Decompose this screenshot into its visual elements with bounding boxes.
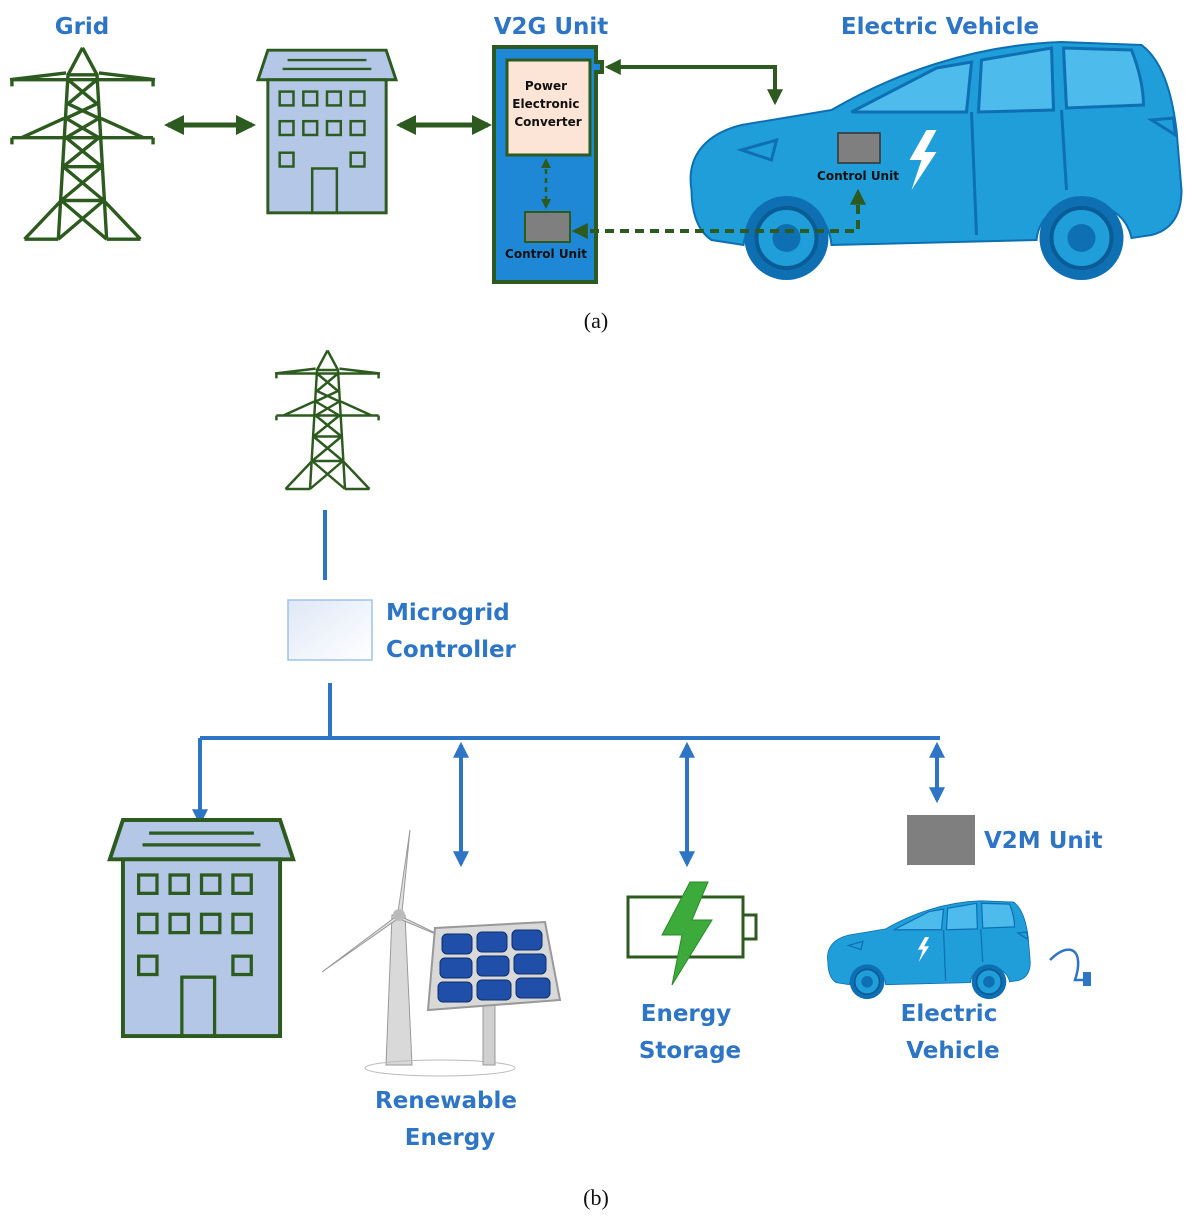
renewable-icon-part-part (440, 958, 472, 978)
charge-cable (1050, 950, 1085, 980)
bus (200, 683, 940, 864)
renewable-icon-part-part (512, 930, 542, 950)
controller-line: Controller (386, 637, 517, 663)
diagram: Grid V2G Unit Power Electronic Converter… (0, 0, 1193, 1218)
ev-label: Electric Vehicle (841, 14, 1039, 40)
vehicle-control-unit (838, 133, 880, 163)
renewable-icon-part-part (442, 934, 472, 954)
grid-label: Grid (55, 14, 110, 40)
storage-line: Energy (641, 1001, 731, 1027)
renewable-icon-part-part (514, 954, 546, 974)
renewable-icon-part-part (516, 978, 550, 998)
page: Grid V2G Unit Power Electronic Converter… (0, 0, 1193, 1218)
battery-icon (628, 882, 756, 985)
electric-vehicle (691, 42, 1182, 280)
grid-tower (275, 350, 380, 489)
renewable-icon-part (483, 1000, 495, 1065)
v2g-unit-part (525, 212, 570, 242)
renewable-line: Renewable (375, 1088, 517, 1114)
renewable-line: Energy (405, 1125, 495, 1151)
renewable-icon-part (438, 930, 550, 1002)
control-unit-label: Control Unit (505, 247, 587, 261)
renewable-icon-part-part (438, 982, 472, 1002)
converter-line: Power (525, 79, 567, 93)
renewable-icon-part (393, 909, 405, 921)
caption: (b) (583, 1185, 609, 1210)
battery-icon-part (743, 915, 756, 939)
building (110, 820, 293, 1036)
renewable-icon-part-part (477, 980, 511, 1000)
caption: (a) (584, 308, 608, 333)
controller-line: Microgrid (386, 600, 510, 626)
plug (1083, 972, 1091, 986)
v2g-label: V2G Unit (494, 14, 609, 40)
ev-label: Electric Vehicle (901, 1001, 1006, 1064)
ev-line: Electric (901, 1001, 998, 1027)
controller-label: Microgrid Controller (386, 600, 518, 663)
panel-b: Microgrid Controller V2M Unit Renewable … (110, 350, 1103, 1210)
panel-a: Grid V2G Unit Power Electronic Converter… (10, 14, 1182, 333)
renewable-icon-part (386, 915, 412, 1065)
renewable-icon-part-part (477, 932, 507, 952)
ev-line: Vehicle (906, 1038, 1000, 1064)
vehicle-control-label: Control Unit (817, 169, 899, 183)
v2m-box (907, 815, 975, 865)
converter-line: Electronic (512, 97, 579, 111)
storage-line: Storage (639, 1038, 741, 1064)
v2m-label: V2M Unit (984, 828, 1103, 854)
controller-box (288, 600, 372, 660)
building (258, 50, 396, 213)
renewable-icon-part-part (477, 956, 509, 976)
storage-label: Energy Storage (639, 1001, 741, 1064)
power-arrow (608, 67, 775, 102)
grid-tower (10, 48, 155, 239)
electric-vehicle (827, 901, 1030, 999)
converter-line: Converter (514, 115, 581, 129)
renewable-icon (322, 830, 560, 1076)
renewable-icon-part (322, 830, 450, 972)
renewable-label: Renewable Energy (375, 1088, 525, 1151)
